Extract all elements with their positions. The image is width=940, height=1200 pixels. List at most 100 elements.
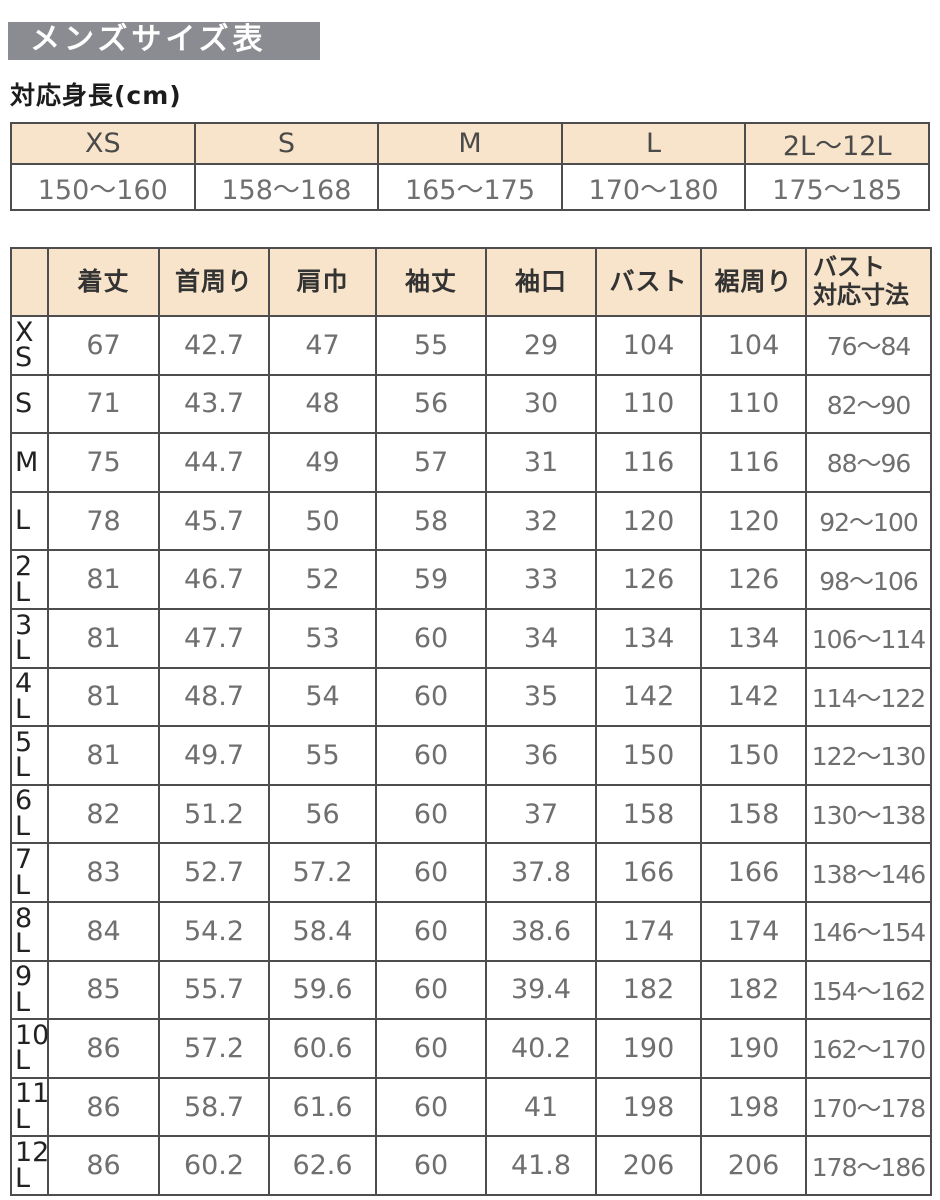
- size-value-cell: 71: [47, 373, 160, 435]
- size-value-cell: 51.2: [158, 783, 270, 845]
- size-value-cell: 182: [700, 959, 807, 1021]
- size-value-cell: 81: [47, 725, 160, 786]
- size-value-cell: 44.7: [158, 432, 270, 493]
- size-value-cell: 49: [268, 432, 377, 493]
- size-value-cell: 178〜186: [805, 1135, 932, 1196]
- size-table-row: 11 L 86 58.7 61.6 60 41 198 198 170〜178: [10, 1076, 932, 1138]
- size-value-cell: 55: [268, 725, 377, 786]
- height-range-value: 158〜168: [193, 163, 380, 211]
- size-value-cell: 116: [595, 432, 702, 493]
- size-row-label-line: 7: [15, 844, 33, 875]
- size-row-label-line: 10: [15, 1019, 50, 1051]
- size-table-row: 3 L 81 47.7 53 60 34 134 134 106〜114: [10, 607, 932, 669]
- size-value-cell: 60: [375, 666, 487, 728]
- size-value-cell: 34: [485, 607, 597, 669]
- size-value-cell: 92〜100: [805, 490, 932, 552]
- size-value-cell: 57.2: [158, 1018, 270, 1079]
- size-row-label-line: L: [15, 576, 31, 608]
- size-value-cell: 39.4: [485, 959, 597, 1021]
- size-value-cell: 58.4: [268, 900, 377, 962]
- size-row-label-line: L: [15, 986, 31, 1018]
- size-value-cell: 86: [47, 1135, 160, 1196]
- size-value-cell: 82: [47, 783, 160, 845]
- size-value-cell: 162〜170: [805, 1018, 932, 1079]
- size-value-cell: 206: [595, 1135, 702, 1196]
- size-value-cell: 37.8: [485, 842, 597, 903]
- size-value-cell: 42.7: [158, 315, 270, 376]
- size-col-header: 着丈: [47, 247, 160, 317]
- size-row-label-line: L: [15, 869, 31, 901]
- size-value-cell: 110: [700, 373, 807, 435]
- size-value-cell: 110: [595, 373, 702, 435]
- size-value-cell: 114〜122: [805, 666, 932, 728]
- size-value-cell: 106〜114: [805, 607, 932, 669]
- size-value-cell: 30: [485, 373, 597, 435]
- size-value-cell: 81: [47, 607, 160, 669]
- size-table: 着丈 首周り 肩巾 袖丈 袖口 バスト 裾周り バスト 対応寸法 X S 67 42.7 47 55 29…: [10, 247, 932, 1196]
- size-row-label-line: 5: [15, 726, 33, 758]
- size-row-label-line: S: [15, 342, 33, 374]
- size-value-cell: 50: [268, 490, 377, 552]
- size-col-header: 袖口: [485, 247, 597, 317]
- size-value-cell: 61.6: [268, 1076, 377, 1138]
- height-col-header: 2L〜12L: [744, 122, 930, 165]
- size-value-cell: 142: [595, 666, 702, 728]
- size-value-cell: 58.7: [158, 1076, 270, 1138]
- height-range-value: 165〜175: [377, 163, 563, 211]
- size-row-label-line: S: [15, 388, 33, 420]
- size-value-cell: 29: [485, 315, 597, 376]
- size-col-header: 袖丈: [375, 247, 487, 317]
- size-value-cell: 41: [485, 1076, 597, 1138]
- height-range-value: 150〜160: [10, 163, 196, 211]
- size-row-label-line: L: [15, 635, 31, 667]
- size-row-label-line: 2: [15, 551, 33, 583]
- size-value-cell: 52.7: [158, 842, 270, 903]
- size-row-label-line: L: [15, 752, 31, 784]
- size-row-label: L: [10, 490, 49, 552]
- size-value-cell: 33: [485, 549, 597, 610]
- size-value-cell: 86: [47, 1018, 160, 1079]
- size-value-cell: 158: [700, 783, 807, 845]
- size-value-cell: 138〜146: [805, 842, 932, 903]
- size-value-cell: 40.2: [485, 1018, 597, 1079]
- size-value-cell: 104: [700, 315, 807, 376]
- size-value-cell: 32: [485, 490, 597, 552]
- height-col-header: L: [560, 122, 747, 165]
- size-value-cell: 174: [700, 900, 807, 962]
- size-value-cell: 48: [268, 373, 377, 435]
- size-value-cell: 60: [375, 842, 487, 903]
- size-value-cell: 60: [375, 783, 487, 845]
- height-table: XS S M L 2L〜12L 150〜160 158〜168 165〜175 170〜180…: [10, 122, 930, 211]
- size-table-row: X S 67 42.7 47 55 29 104 104 76〜84: [10, 315, 932, 376]
- size-value-cell: 54.2: [158, 900, 270, 962]
- size-row-label-line: L: [15, 1045, 31, 1077]
- size-value-cell: 41.8: [485, 1135, 597, 1196]
- size-value-cell: 48.7: [158, 666, 270, 728]
- size-value-cell: 166: [700, 842, 807, 903]
- size-value-cell: 60: [375, 1018, 487, 1079]
- size-row-label: M: [10, 432, 49, 493]
- size-value-cell: 78: [47, 490, 160, 552]
- size-value-cell: 46.7: [158, 549, 270, 610]
- size-col-header: 肩巾: [268, 247, 377, 317]
- size-table-row: 5 L 81 49.7 55 60 36 150 150 122〜130: [10, 725, 932, 786]
- height-col-header: XS: [10, 122, 196, 165]
- size-value-cell: 81: [47, 549, 160, 610]
- size-value-cell: 57: [375, 432, 487, 493]
- size-value-cell: 120: [700, 490, 807, 552]
- size-table-row: L 78 45.7 50 58 32 120 120 92〜100: [10, 490, 932, 552]
- size-row-label-line: 3: [15, 609, 33, 641]
- size-value-cell: 53: [268, 607, 377, 669]
- size-value-cell: 31: [485, 432, 597, 493]
- size-value-cell: 126: [700, 549, 807, 610]
- size-value-cell: 36: [485, 725, 597, 786]
- size-value-cell: 60: [375, 900, 487, 962]
- size-row-label-line: L: [15, 1104, 31, 1136]
- size-value-cell: 62.6: [268, 1135, 377, 1196]
- size-value-cell: 47.7: [158, 607, 270, 669]
